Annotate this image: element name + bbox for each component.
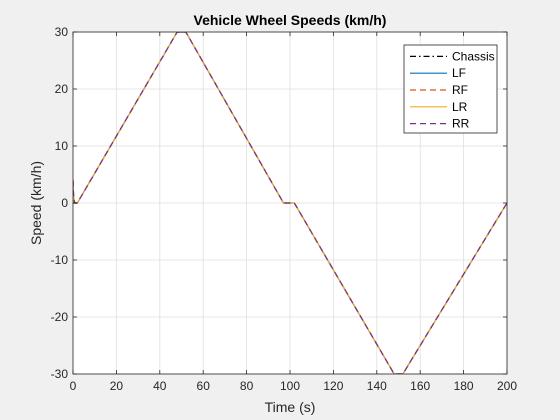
legend-label-rf: RF	[452, 83, 468, 97]
y-tick-label: 30	[55, 25, 69, 39]
legend-label-rr: RR	[452, 117, 470, 131]
legend-label-chassis: Chassis	[452, 49, 495, 63]
x-tick-label: 160	[410, 379, 430, 393]
x-tick-label: 100	[280, 379, 300, 393]
legend: Chassis LF RF LR RR	[403, 44, 498, 134]
y-tick-label: 20	[55, 82, 69, 96]
x-tick-label: 180	[454, 379, 474, 393]
legend-label-lf: LF	[452, 66, 466, 80]
x-tick-label: 0	[70, 379, 77, 393]
chart-title: Vehicle Wheel Speeds (km/h)	[194, 12, 387, 28]
y-tick-label: 10	[55, 139, 69, 153]
series-line-rr	[73, 32, 507, 374]
y-tick-label: -10	[51, 253, 69, 267]
x-tick-label: 60	[197, 379, 211, 393]
axis-ticks: 0 20 40 60 80 100 120 140 160 180 200 -30 -20 -10 0 10 2…	[51, 25, 518, 393]
y-axis-label: Speed (km/h)	[28, 161, 44, 245]
legend-box	[403, 44, 498, 134]
x-tick-label: 80	[240, 379, 254, 393]
x-tick-label: 120	[323, 379, 343, 393]
x-axis-label: Time (s)	[265, 399, 316, 415]
y-tick-label: -30	[51, 367, 69, 381]
legend-label-lr: LR	[452, 100, 468, 114]
y-tick-label: -20	[51, 310, 69, 324]
x-tick-label: 20	[110, 379, 124, 393]
series-lines	[73, 32, 507, 374]
x-tick-label: 200	[497, 379, 517, 393]
y-tick-label: 0	[61, 196, 68, 210]
x-tick-label: 40	[153, 379, 167, 393]
x-tick-label: 140	[367, 379, 387, 393]
